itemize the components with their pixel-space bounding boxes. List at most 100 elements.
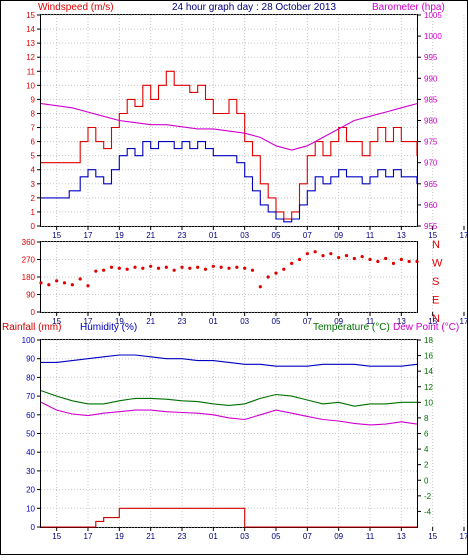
windspeed-title: Windspeed (m/s) [38, 2, 114, 13]
wind-x-tick-label: 15 [52, 231, 61, 240]
direction-left-tick-label: 0 [31, 308, 36, 317]
wind-left-tick-label: 9 [31, 95, 36, 104]
direction-point [407, 259, 411, 264]
wind-right-tick-label: 975 [424, 138, 438, 147]
direction-point [117, 266, 121, 270]
average-series-line [41, 141, 418, 223]
direction-point [164, 265, 168, 269]
direction-point [227, 266, 231, 270]
wind-left-tick-label: 8 [31, 109, 36, 118]
wind-left-tick-label: 3 [31, 180, 36, 189]
wind-right-tick-label: 960 [424, 201, 438, 210]
grid-layer [41, 14, 465, 528]
direction-point [243, 266, 247, 270]
wind-panel-frame [40, 14, 418, 227]
lower-right-tick-label: 0 [424, 476, 429, 485]
direction-panel-frame [40, 241, 418, 313]
lower-x-tick-label: 09 [334, 532, 343, 541]
direction-point [133, 265, 137, 269]
wind-right-tick-label: 1000 [424, 32, 442, 41]
wind-left-tick-label: 11 [27, 67, 36, 76]
wind-left-tick-label: 14 [26, 25, 35, 34]
wind-x-tick-label: 07 [303, 231, 312, 240]
lower-x-tick-label: 07 [303, 532, 312, 541]
direction-x-tick-label: 15 [428, 317, 437, 326]
lower-x-tick-label: 01 [209, 532, 218, 541]
wind-left-tick-label: 0 [31, 222, 36, 231]
barometer-title: Barometer (hpa) [372, 2, 445, 13]
wind-right-tick-label: 985 [424, 95, 438, 104]
direction-point [321, 254, 325, 258]
lower-left-tick-label: 50 [26, 430, 35, 439]
direction-point [156, 266, 161, 270]
direction-point [219, 265, 223, 269]
wind-left-tick-label: 5 [31, 152, 36, 161]
direction-point [266, 275, 270, 279]
wind-x-tick-label: 17 [84, 231, 93, 240]
direction-point [94, 269, 98, 273]
direction-x-tick-label: 21 [146, 317, 155, 326]
direction-compass-label: N [432, 313, 440, 325]
direction-left-tick-label: 90 [26, 291, 35, 300]
direction-point [180, 265, 184, 269]
direction-point [399, 257, 403, 262]
wind-right-tick-label: 990 [424, 74, 438, 83]
direction-point [78, 277, 82, 281]
direction-point [109, 265, 114, 269]
direction-x-tick-label: 09 [334, 317, 343, 326]
direction-point [368, 257, 372, 262]
lower-right-tick-label: -2 [424, 492, 432, 501]
lower-left-tick-label: 100 [22, 336, 36, 345]
wind-left-tick-label: 2 [31, 194, 36, 203]
direction-x-tick-label: 15 [52, 317, 61, 326]
wind-left-tick-label: 10 [26, 81, 35, 90]
wind-right-tick-label: 970 [424, 159, 438, 168]
wind-left-tick-label: 7 [31, 124, 36, 133]
humidity-label: Humidity (%) [80, 322, 137, 333]
wind-x-tick-label: 01 [209, 231, 218, 240]
lower-x-tick-label: 17 [84, 532, 93, 541]
direction-x-tick-label: 17 [84, 317, 93, 326]
lower-x-tick-label: 15 [428, 532, 437, 541]
temperature-label: Temperature (°C) [313, 322, 390, 333]
direction-point [360, 254, 364, 259]
direction-point [39, 281, 43, 285]
direction-point [62, 281, 67, 285]
wind-x-tick-label: 19 [115, 231, 124, 240]
direction-point [47, 283, 51, 287]
direction-compass-label: S [432, 276, 439, 288]
direction-point [141, 266, 145, 270]
direction-point [313, 250, 317, 254]
rainfall-series-line [41, 507, 417, 528]
lower-right-tick-label: 16 [424, 352, 433, 361]
wind-right-tick-label: 980 [424, 117, 438, 126]
lower-left-tick-label: 30 [26, 467, 35, 476]
wind-left-tick-label: 15 [26, 11, 35, 20]
direction-point [172, 268, 176, 272]
direction-point [305, 252, 309, 256]
direction-left-tick-label: 270 [22, 256, 36, 265]
lower-x-tick-label: 23 [178, 532, 187, 541]
wind-x-tick-label: 23 [178, 231, 187, 240]
direction-point [250, 268, 255, 272]
lower-x-tick-label: 11 [366, 532, 375, 541]
direction-x-tick-label: 11 [366, 317, 375, 326]
direction-point [329, 252, 333, 256]
humidity-series-line [41, 354, 418, 367]
lower-left-tick-label: 90 [26, 355, 35, 364]
wind-x-tick-label: 17 [460, 231, 468, 240]
direction-point [102, 268, 106, 272]
wind-left-tick-label: 12 [26, 53, 35, 62]
direction-point [211, 264, 215, 268]
direction-point [297, 257, 302, 262]
wind-right-tick-label: 995 [424, 53, 438, 62]
direction-point [282, 267, 286, 271]
direction-x-tick-label: 23 [178, 317, 187, 326]
direction-point [55, 279, 59, 283]
direction-x-tick-label: 13 [397, 317, 406, 326]
lower-right-tick-label: -4 [424, 507, 432, 516]
lower-left-tick-label: 60 [26, 411, 35, 420]
wind-right-tick-label: 955 [424, 222, 438, 231]
wind-x-tick-label: 11 [366, 231, 375, 240]
direction-point [337, 255, 341, 260]
